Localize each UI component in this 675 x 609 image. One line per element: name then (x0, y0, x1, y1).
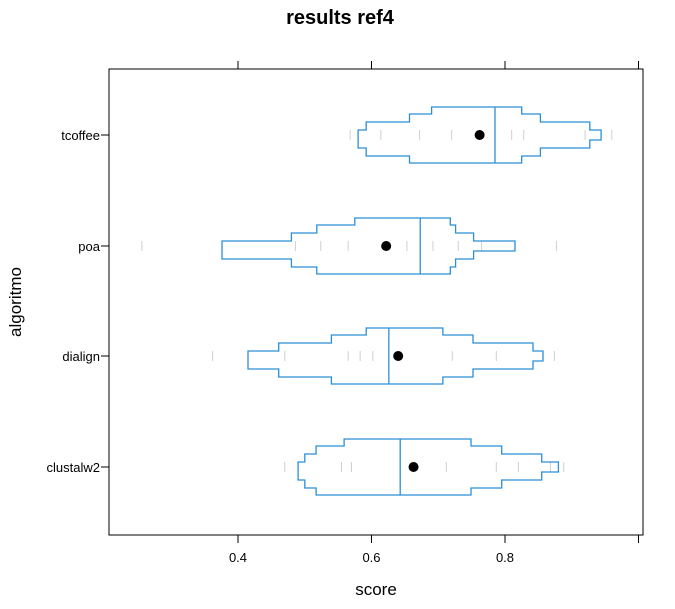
letter-value-box (247, 327, 544, 385)
y-tick-label: tcoffee (61, 128, 100, 143)
mean-point (381, 241, 392, 251)
y-tick-label: dialign (62, 349, 100, 364)
x-tick-label: 0.4 (229, 550, 247, 565)
letter-value-box (221, 217, 516, 275)
mean-point (474, 130, 485, 140)
y-axis-label: algoritmo (6, 267, 25, 337)
letter-value-box (297, 438, 560, 496)
x-axis-label: score (355, 580, 397, 599)
y-tick-label: clustalw2 (47, 460, 100, 475)
mean-point (408, 462, 419, 472)
letter-value-box (357, 106, 602, 164)
plot-frame (108, 68, 644, 536)
mean-point (393, 351, 404, 361)
axis-layer: 0.4 0.6 0.8 tcoffee poa dialign clustalw2 (47, 61, 639, 565)
x-tick-label: 0.6 (362, 550, 380, 565)
chart-title: results ref4 (286, 7, 395, 29)
plot-layer (141, 106, 613, 496)
y-tick-label: poa (78, 239, 100, 254)
x-tick-label: 0.8 (496, 550, 514, 565)
